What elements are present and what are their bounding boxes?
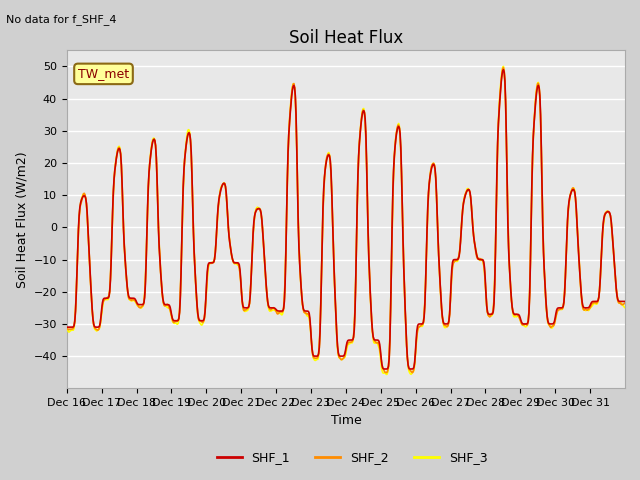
SHF_1 — [259, 226, 266, 232]
SHF_3 — [500, 63, 508, 69]
SHF_3 — [621, 305, 629, 311]
SHF_3 — [129, 298, 136, 304]
SHF_1 — [500, 67, 508, 72]
SHF_1 — [381, 366, 389, 372]
SHF_3 — [404, 364, 412, 370]
SHF_1 — [129, 295, 136, 301]
SHF_2 — [129, 297, 136, 302]
Text: No data for f_SHF_4: No data for f_SHF_4 — [6, 14, 117, 25]
SHF_3 — [63, 325, 70, 331]
SHF_2 — [259, 227, 266, 233]
SHF_3 — [231, 261, 239, 267]
SHF_1 — [280, 306, 287, 312]
SHF_1 — [621, 299, 629, 304]
SHF_1 — [231, 260, 239, 265]
Text: TW_met: TW_met — [78, 67, 129, 80]
SHF_1 — [63, 324, 70, 330]
SHF_2 — [63, 324, 70, 330]
Legend: SHF_1, SHF_2, SHF_3: SHF_1, SHF_2, SHF_3 — [212, 446, 492, 469]
Y-axis label: Soil Heat Flux (W/m2): Soil Heat Flux (W/m2) — [15, 151, 28, 288]
SHF_3 — [280, 306, 287, 312]
Title: Soil Heat Flux: Soil Heat Flux — [289, 29, 403, 48]
SHF_3 — [436, 268, 444, 274]
Line: SHF_1: SHF_1 — [67, 70, 625, 369]
SHF_2 — [404, 355, 412, 360]
SHF_2 — [436, 268, 444, 274]
SHF_3 — [383, 372, 390, 377]
Line: SHF_3: SHF_3 — [67, 66, 625, 374]
SHF_1 — [436, 267, 444, 273]
SHF_2 — [409, 370, 417, 375]
X-axis label: Time: Time — [330, 414, 361, 427]
SHF_2 — [231, 260, 239, 266]
SHF_2 — [621, 300, 629, 306]
SHF_3 — [259, 226, 266, 231]
SHF_2 — [280, 304, 287, 310]
SHF_2 — [500, 65, 508, 71]
Line: SHF_2: SHF_2 — [67, 68, 625, 372]
SHF_1 — [404, 362, 412, 368]
